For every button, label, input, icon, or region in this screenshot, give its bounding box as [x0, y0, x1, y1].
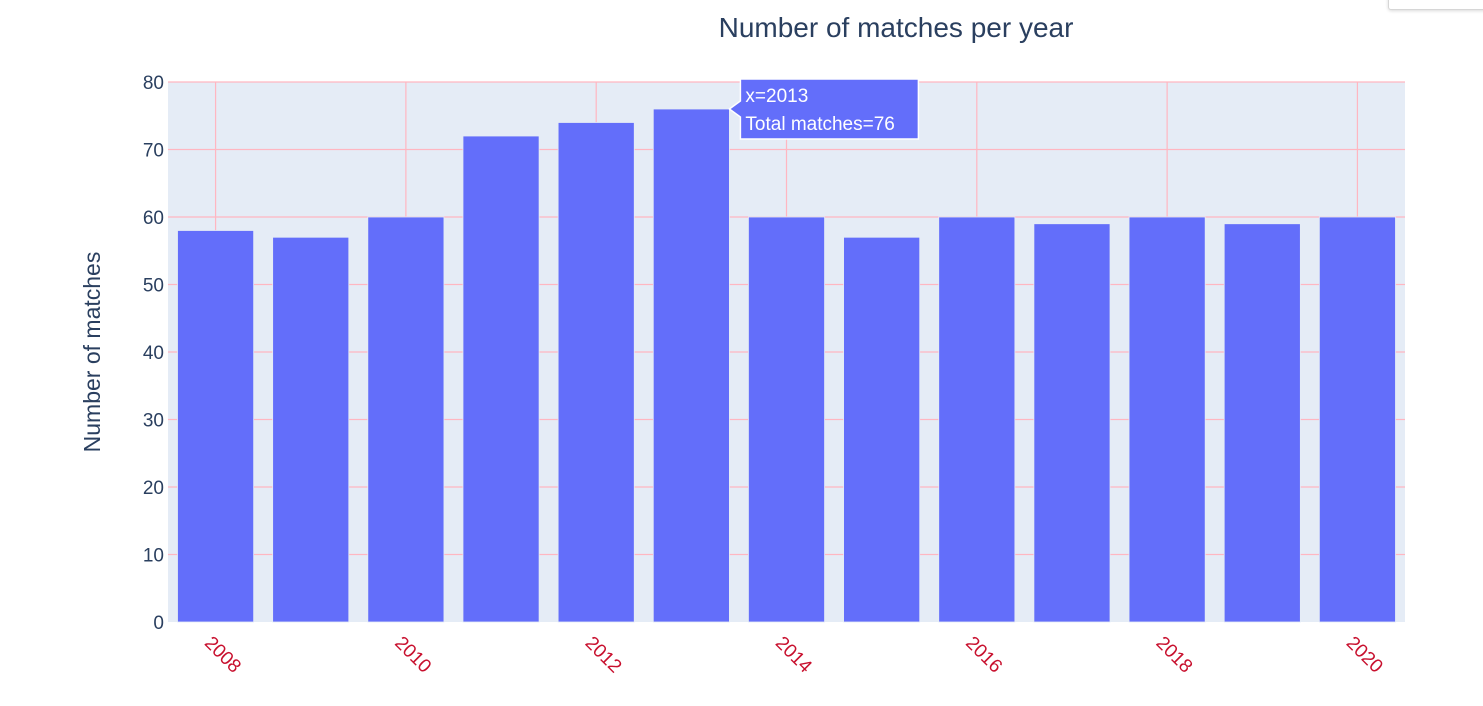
x-tick-label: 2008 — [200, 633, 245, 678]
y-tick-label: 30 — [143, 411, 164, 432]
y-axis-label: Number of matches — [79, 252, 105, 453]
bar-2017[interactable] — [1033, 223, 1111, 623]
y-tick-label: 70 — [143, 141, 164, 162]
bar-2009[interactable] — [272, 236, 350, 623]
bar-2010[interactable] — [367, 216, 445, 623]
tooltip-line-2: Total matches=76 — [745, 114, 894, 135]
x-tick-label: 2012 — [581, 633, 626, 678]
bar-2015[interactable] — [843, 236, 921, 623]
x-axis-ticks: 2008 2010 2012 2014 2016 2018 2020 — [200, 633, 1387, 678]
y-tick-label: 60 — [143, 208, 164, 229]
bar-2018[interactable] — [1128, 216, 1206, 623]
bar-2014[interactable] — [748, 216, 825, 623]
tooltip-line-1: x=2013 — [745, 86, 808, 107]
x-tick-label: 2020 — [1342, 633, 1387, 678]
y-tick-label: 20 — [143, 478, 164, 499]
y-axis-ticks: 0 10 20 30 40 50 60 70 80 — [143, 73, 164, 634]
y-tick-label: 50 — [143, 276, 164, 297]
x-tick-label: 2010 — [390, 633, 435, 678]
chart-title: Number of matches per year — [719, 12, 1074, 43]
bar-2020[interactable] — [1318, 216, 1396, 623]
y-tick-label: 40 — [143, 343, 164, 364]
bar-2016[interactable] — [938, 216, 1016, 623]
x-tick-label: 2018 — [1152, 633, 1197, 678]
x-tick-label: 2016 — [961, 633, 1006, 678]
y-tick-label: 0 — [153, 613, 164, 634]
bar-2008[interactable] — [177, 230, 255, 623]
bar-2019[interactable] — [1223, 223, 1301, 623]
bar-2011[interactable] — [462, 135, 540, 623]
y-tick-label: 80 — [143, 73, 164, 94]
bar-2013[interactable] — [652, 108, 730, 623]
bars — [177, 108, 1396, 623]
x-tick-label: 2014 — [771, 633, 816, 678]
hover-tooltip: x=2013 Total matches=76 — [728, 78, 920, 140]
modebar[interactable] — [1388, 0, 1483, 10]
tooltip-box — [728, 78, 920, 140]
y-tick-label: 10 — [143, 546, 164, 567]
bar-2012[interactable] — [557, 122, 635, 623]
